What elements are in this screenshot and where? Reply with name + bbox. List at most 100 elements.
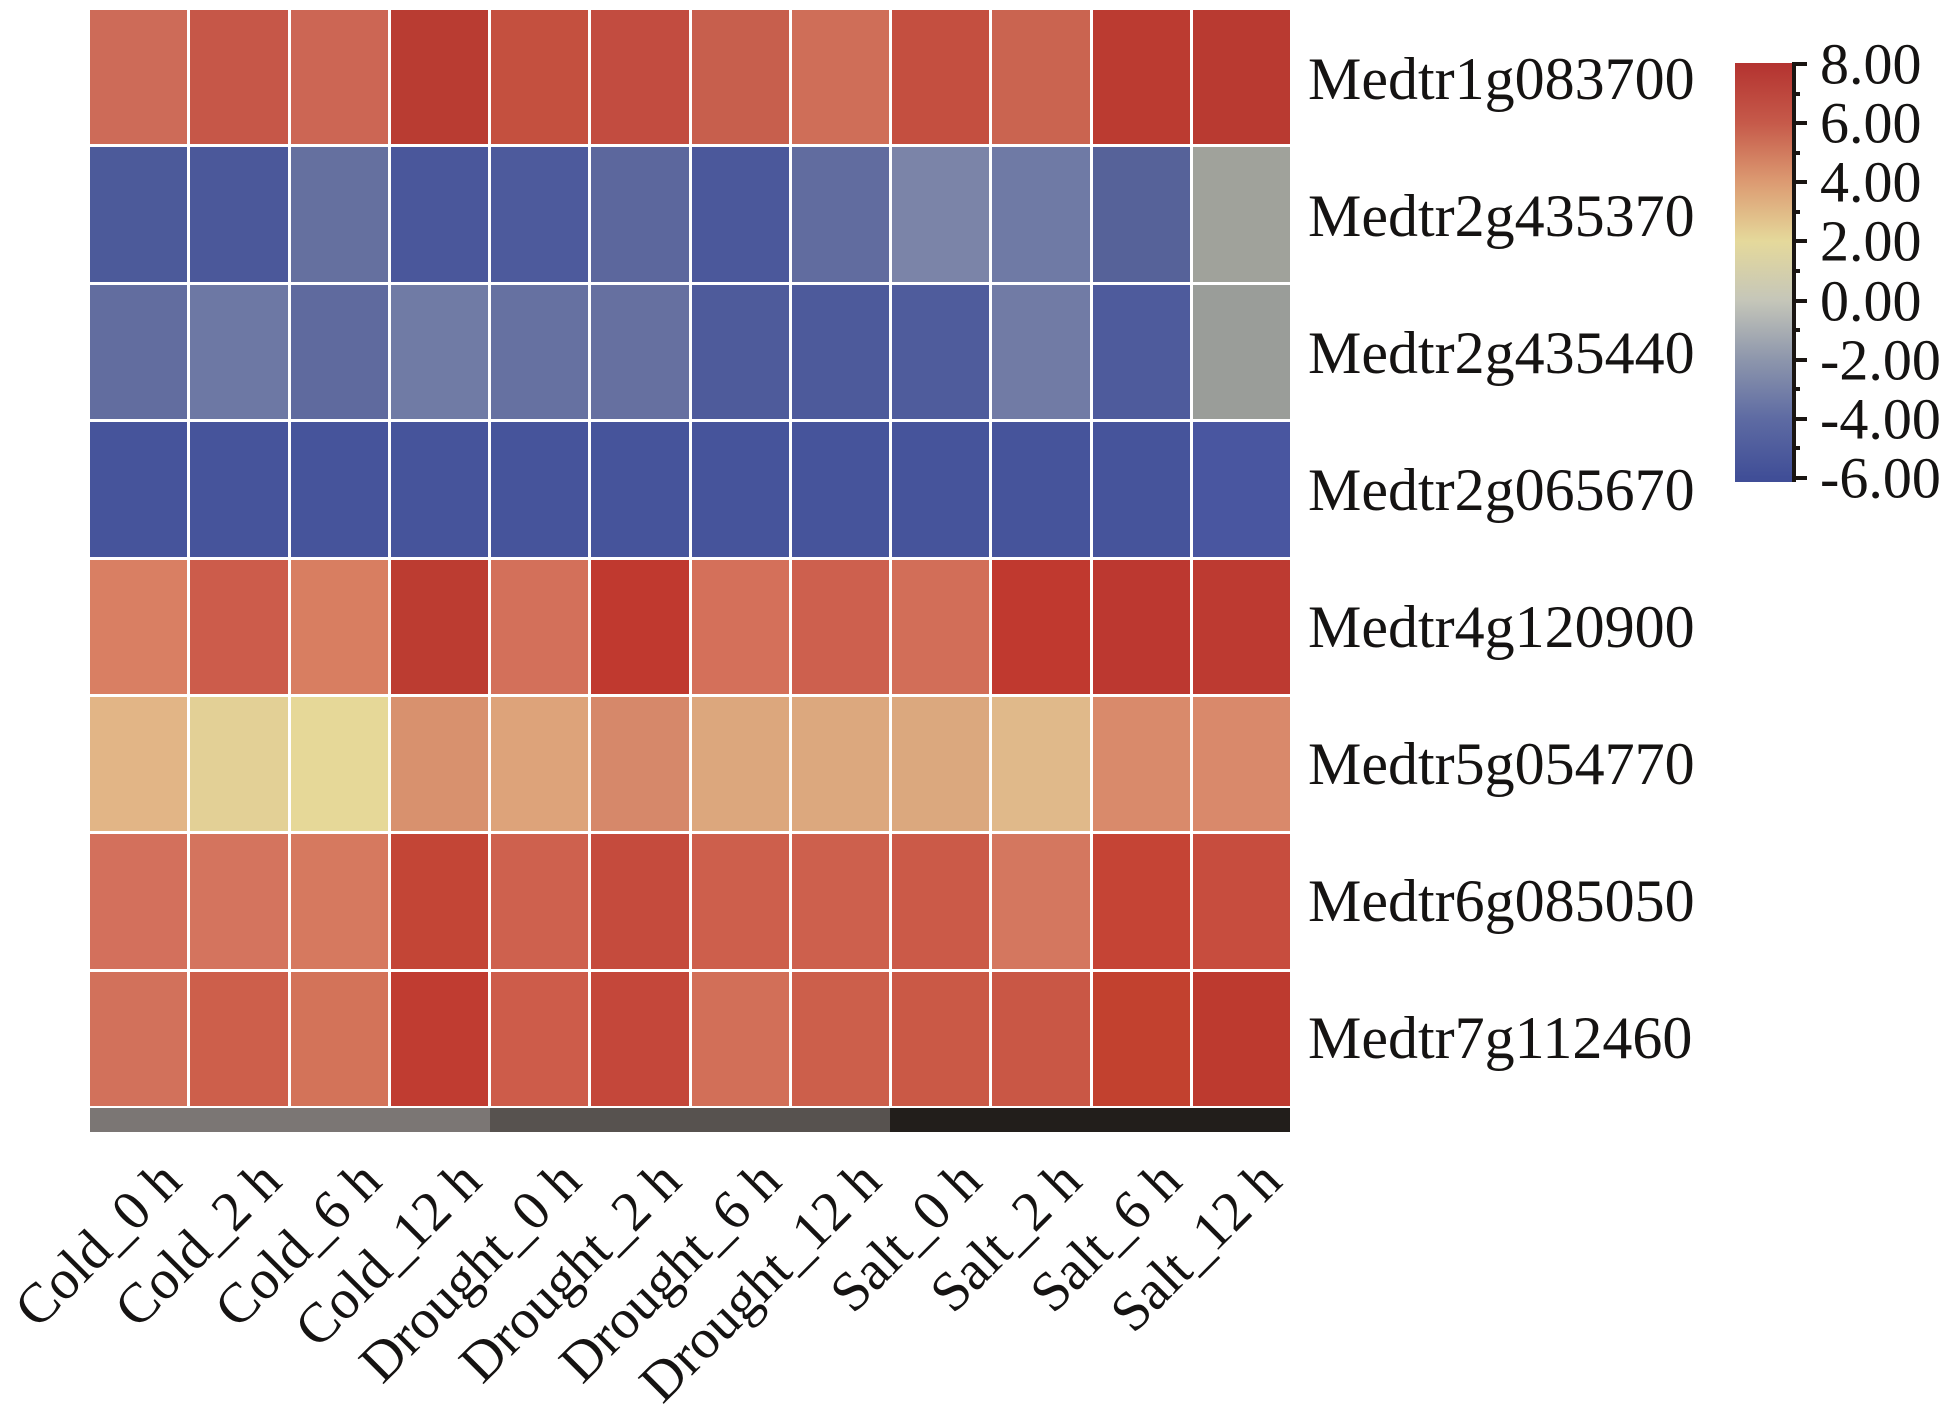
heatmap-cell (691, 834, 789, 969)
colorbar-gradient (1735, 63, 1796, 482)
heatmap-cell (591, 284, 689, 420)
gene-label: Medtr1g083700 (1308, 45, 1695, 112)
colorbar-major-tick (1792, 239, 1807, 244)
heatmap-cell (1192, 10, 1290, 145)
heatmap-cell (892, 696, 990, 832)
heatmap-cell (691, 971, 789, 1106)
heatmap-cell (190, 696, 288, 832)
gene-label: Medtr2g065670 (1308, 456, 1695, 523)
heatmap-cell (892, 147, 990, 282)
gene-label: Medtr2g435370 (1308, 182, 1695, 249)
heatmap-cell (791, 147, 889, 282)
colorbar-major-tick (1792, 298, 1807, 303)
condition-strip-segment (890, 1108, 1290, 1132)
heatmap-cell (1192, 971, 1290, 1106)
heatmap-cell (390, 696, 488, 832)
heatmap-cell (190, 971, 288, 1106)
heatmap-cell (791, 971, 889, 1106)
colorbar-tick-label: 8.00 (1820, 31, 1922, 97)
heatmap-cell (1192, 834, 1290, 969)
heatmap-cell (90, 971, 188, 1106)
gene-label: Medtr2g435440 (1308, 319, 1695, 386)
heatmap-cell (591, 559, 689, 694)
heatmap-cell (90, 147, 188, 282)
heatmap-cell (390, 10, 488, 145)
colorbar-major-tick (1792, 180, 1807, 185)
heatmap-cell (892, 971, 990, 1106)
colorbar-tick-label: -6.00 (1820, 445, 1941, 511)
heatmap-cell (591, 422, 689, 557)
colorbar-minor-tick (1792, 269, 1800, 273)
heatmap-cell (1092, 147, 1190, 282)
heatmap-cell (290, 422, 388, 557)
heatmap-cell (390, 284, 488, 420)
heatmap-cell (90, 284, 188, 420)
colorbar-tick-label: -2.00 (1820, 327, 1941, 393)
heatmap-cell (491, 834, 589, 969)
heatmap-cell (491, 696, 589, 832)
gene-label: Medtr4g120900 (1308, 593, 1695, 660)
heatmap-cell (90, 834, 188, 969)
colorbar-minor-tick (1792, 387, 1800, 392)
heatmap-cell (290, 559, 388, 694)
colorbar-major-tick (1792, 357, 1807, 362)
colorbar-tick-label: 4.00 (1820, 149, 1922, 215)
heatmap-cell (491, 10, 589, 145)
heatmap-grid (90, 10, 1290, 1106)
condition-strip (90, 1108, 1290, 1132)
heatmap-cell (491, 422, 589, 557)
heatmap-cell (190, 422, 288, 557)
colorbar-tick-label: 6.00 (1820, 90, 1922, 156)
heatmap-cell (491, 284, 589, 420)
heatmap-cell (791, 284, 889, 420)
colorbar-tick-label: -4.00 (1820, 386, 1941, 452)
heatmap-cell (1192, 422, 1290, 557)
heatmap-cell (892, 10, 990, 145)
heatmap-cell (992, 422, 1090, 557)
heatmap-cell (992, 147, 1090, 282)
heatmap-cell (1192, 559, 1290, 694)
heatmap-cell (390, 971, 488, 1106)
heatmap-cell (290, 147, 388, 282)
heatmap-cell (691, 284, 789, 420)
heatmap-cell (390, 834, 488, 969)
condition-strip-segment (490, 1108, 890, 1132)
heatmap-cell (992, 696, 1090, 832)
condition-strip-segment (90, 1108, 490, 1132)
heatmap-cell (190, 10, 288, 145)
heatmap-cell (1192, 147, 1290, 282)
heatmap-cell (791, 696, 889, 832)
colorbar-minor-tick (1792, 446, 1800, 451)
heatmap-cell (390, 422, 488, 557)
heatmap-cell (691, 422, 789, 557)
heatmap-cell (190, 834, 288, 969)
colorbar-minor-tick (1792, 91, 1800, 96)
colorbar-tick-label: 2.00 (1820, 208, 1922, 274)
heatmap-cell (1192, 284, 1290, 420)
heatmap-cell (591, 696, 689, 832)
colorbar-major-tick (1792, 121, 1807, 126)
gene-label: Medtr5g054770 (1308, 730, 1695, 797)
heatmap-cell (992, 834, 1090, 969)
heatmap-cell (290, 971, 388, 1106)
heatmap-cell (190, 284, 288, 420)
heatmap-cell (591, 147, 689, 282)
colorbar-minor-tick (1792, 150, 1800, 155)
colorbar-minor-tick (1792, 328, 1800, 333)
heatmap-cell (190, 147, 288, 282)
gene-label: Medtr6g085050 (1308, 867, 1695, 934)
heatmap-cell (1092, 696, 1190, 832)
heatmap-figure: Medtr1g083700 Medtr2g435370 Medtr2g435440 M… (3, 10, 1941, 1414)
heatmap-cell (691, 10, 789, 145)
heatmap-cell (591, 971, 689, 1106)
heatmap-cell (791, 422, 889, 557)
heatmap-cell (390, 559, 488, 694)
heatmap-cell (591, 834, 689, 969)
heatmap-cell (290, 10, 388, 145)
colorbar-minor-tick (1792, 209, 1800, 214)
heatmap-cell (691, 147, 789, 282)
colorbar-major-tick (1792, 416, 1807, 421)
heatmap-cell (290, 696, 388, 832)
heatmap-cell (892, 834, 990, 969)
heatmap-cell (992, 10, 1090, 145)
